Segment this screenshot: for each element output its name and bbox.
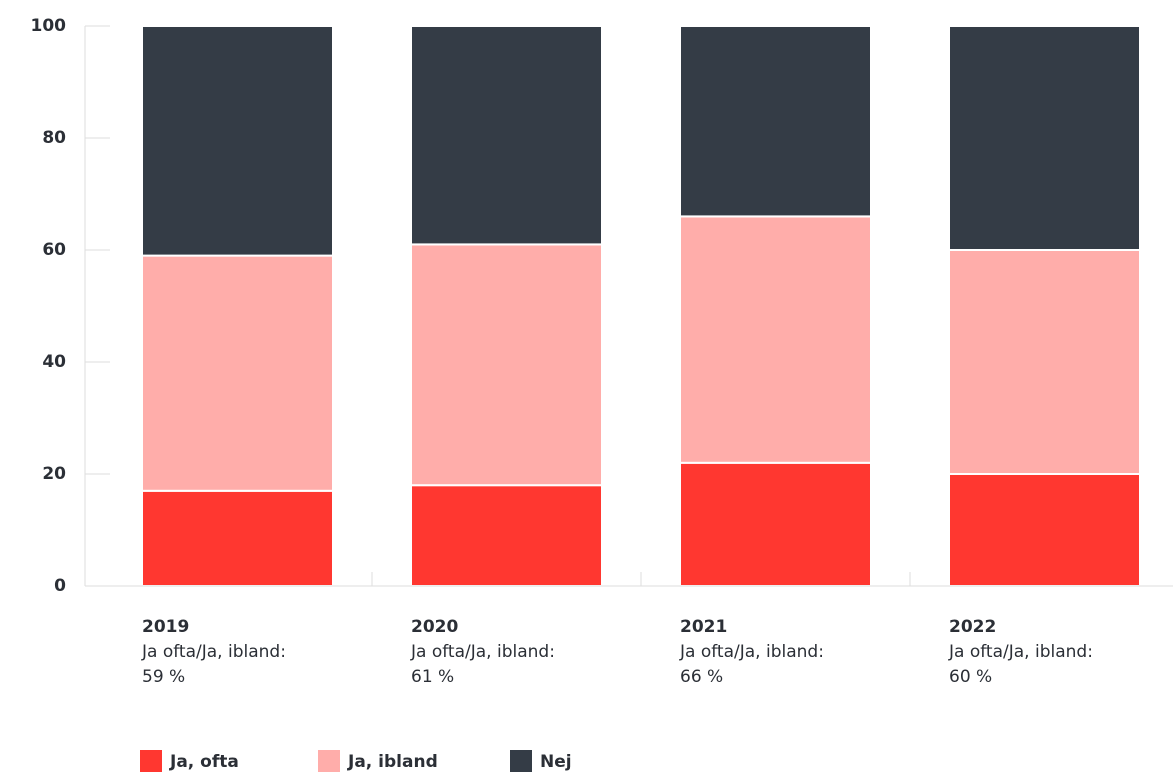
legend-swatch [318, 750, 340, 772]
category-note: 59 % [142, 667, 185, 687]
x-tick-label: 2021 [680, 617, 727, 637]
legend-label: Nej [540, 752, 572, 772]
bar-segment [141, 489, 334, 587]
y-tick-label: 20 [42, 464, 66, 484]
category-note: 61 % [411, 667, 454, 687]
bar-segment [679, 215, 872, 464]
bar-segment [141, 25, 334, 257]
y-tick-label: 40 [42, 352, 66, 372]
category-note: Ja ofta/Ja, ibland: [410, 642, 555, 662]
bar-segment [679, 25, 872, 218]
y-tick-label: 80 [42, 128, 66, 148]
y-tick-label: 60 [42, 240, 66, 260]
legend-swatch [140, 750, 162, 772]
x-tick-label: 2022 [949, 617, 996, 637]
y-tick-label: 0 [54, 576, 66, 596]
category-note: Ja ofta/Ja, ibland: [679, 642, 824, 662]
bar-segment [141, 254, 334, 492]
category-note: 66 % [680, 667, 723, 687]
bar-segment [410, 25, 603, 246]
x-tick-label: 2019 [142, 617, 189, 637]
category-note: Ja ofta/Ja, ibland: [948, 642, 1093, 662]
legend-label: Ja, ibland [347, 752, 438, 772]
legend-swatch [510, 750, 532, 772]
bar-segment [679, 461, 872, 587]
category-note: Ja ofta/Ja, ibland: [141, 642, 286, 662]
bar-segment [410, 484, 603, 588]
x-tick-label: 2020 [411, 617, 458, 637]
y-tick-label: 100 [31, 16, 67, 36]
legend-label: Ja, ofta [169, 752, 239, 772]
bar-segment [410, 243, 603, 487]
bar-segment [948, 249, 1141, 475]
bar-segment [948, 25, 1141, 251]
bar-segment [948, 473, 1141, 587]
category-note: 60 % [949, 667, 992, 687]
